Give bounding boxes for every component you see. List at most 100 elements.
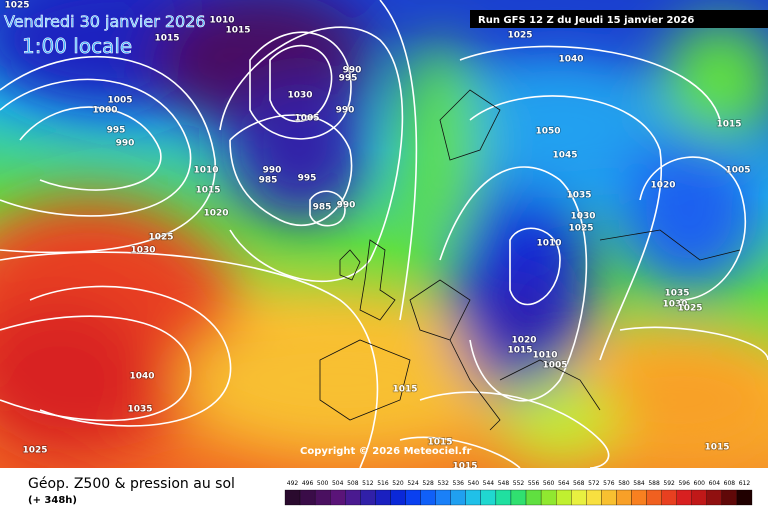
legend-tick: 524: [407, 480, 419, 487]
legend-swatch: [314, 489, 331, 506]
legend-tick: 588: [648, 480, 660, 487]
isobar-label: 1025: [22, 446, 47, 456]
isobar-label: 1015: [704, 443, 729, 453]
legend-tick: 608: [724, 480, 736, 487]
isobar-label: 1010: [209, 16, 234, 26]
isobar-label: 1030: [130, 246, 155, 256]
legend-tick: 584: [633, 480, 645, 487]
legend-tick: 516: [377, 480, 389, 487]
isobar-label: 990: [337, 201, 356, 211]
isobar-label: 1010: [536, 239, 561, 249]
isobar-label: 1050: [535, 127, 560, 137]
isobar-label: 1020: [650, 181, 675, 191]
legend-swatch: [465, 489, 481, 506]
time-label: 1:00 locale: [22, 34, 132, 58]
legend-swatch: [420, 489, 436, 506]
coastlines: [319, 89, 741, 431]
legend-swatch: [390, 489, 406, 506]
legend-tick: 536: [453, 480, 465, 487]
legend-tick: 568: [573, 480, 585, 487]
isobar-label: 1015: [427, 438, 452, 448]
isobar-label: 1035: [664, 289, 689, 299]
isobar-label: 1025: [148, 233, 173, 243]
legend-tick: 528: [422, 480, 434, 487]
legend-tick: 576: [603, 480, 615, 487]
isobar-label: 1010: [532, 351, 557, 361]
isobar-label: 1020: [511, 336, 536, 346]
legend-swatch: [631, 489, 647, 506]
legend-tick: 496: [302, 480, 314, 487]
isobar-label: 985: [313, 203, 332, 213]
isobar-label: 1005: [294, 114, 319, 124]
legend-swatch: [330, 489, 346, 506]
isobar-label: 985: [259, 176, 278, 186]
legend-swatch: [736, 489, 753, 506]
isobar-label: 1030: [570, 212, 595, 222]
legend: 492 496 500 504 508 512 516 520 524 528 532 536 540 5…: [284, 480, 753, 506]
legend-swatch: [540, 489, 557, 506]
isobar-label: 995: [339, 74, 358, 84]
legend-tick: 544: [483, 480, 495, 487]
legend-swatch: [360, 489, 376, 506]
legend-tick: 580: [618, 480, 630, 487]
legend-swatch: [646, 489, 662, 506]
isobar-label: 1035: [127, 405, 152, 415]
isobar-label: 1025: [507, 31, 532, 41]
isobar-label: 1040: [558, 55, 583, 65]
isobar-label: 1025: [677, 304, 702, 314]
legend-tick: 604: [709, 480, 721, 487]
legend-tick: 556: [528, 480, 540, 487]
isobar-label: 995: [107, 126, 126, 136]
isobar-label: 990: [263, 166, 282, 176]
footer-lead: (+ 348h): [28, 495, 77, 506]
legend-swatch: [601, 489, 617, 506]
legend-tick: 508: [347, 480, 359, 487]
legend-tick: 500: [317, 480, 329, 487]
legend-tick: 600: [694, 480, 706, 487]
legend-swatch: [375, 489, 391, 506]
isobar-label: 1005: [542, 361, 567, 371]
legend-tick: 540: [468, 480, 480, 487]
isobar-label: 1005: [725, 166, 750, 176]
legend-swatch: [495, 489, 512, 506]
isobar-label: 1020: [203, 209, 228, 219]
legend-swatch: [299, 489, 316, 506]
legend-swatch: [571, 489, 587, 506]
legend-swatch: [450, 489, 466, 506]
legend-swatch: [721, 489, 738, 506]
isobar-label: 1015: [452, 462, 477, 472]
legend-tick: 612: [739, 480, 751, 487]
legend-tick: 596: [678, 480, 690, 487]
map-field: 1025101010151015100510009959901030100599…: [0, 0, 768, 472]
isobar-label: 1000: [92, 106, 117, 116]
legend-tick: 504: [332, 480, 344, 487]
isobar-label: 1035: [566, 191, 591, 201]
legend-tick: 552: [513, 480, 525, 487]
isobar-label: 990: [116, 139, 135, 149]
isobar-label: 1045: [552, 151, 577, 161]
legend-swatch: [480, 489, 497, 506]
isobar-label: 990: [343, 66, 362, 76]
isobar-label: 1015: [195, 186, 220, 196]
legend-swatch: [616, 489, 632, 506]
isobar-label: 1030: [662, 300, 687, 310]
isobar-label: 1025: [4, 1, 29, 11]
isobar-label: 995: [298, 174, 317, 184]
legend-swatch: [435, 489, 451, 506]
legend-tick: 560: [543, 480, 555, 487]
legend-swatch: [706, 489, 723, 506]
legend-swatch: [691, 489, 707, 506]
run-box: [470, 10, 768, 28]
legend-tick: 512: [362, 480, 374, 487]
legend-tick: 520: [392, 480, 404, 487]
legend-tick: 564: [558, 480, 570, 487]
date-label: Vendredi 30 janvier 2026: [4, 12, 206, 31]
legend-swatch: [661, 489, 677, 506]
isobar-label: 1005: [107, 96, 132, 106]
isobar-label: 1015: [392, 385, 417, 395]
legend-swatch: [345, 489, 361, 506]
run-label: Run GFS 12 Z du Jeudi 15 janvier 2026: [478, 15, 694, 26]
legend-swatch: [586, 489, 602, 506]
copyright: Copyright © 2026 Meteociel.fr: [300, 446, 471, 457]
